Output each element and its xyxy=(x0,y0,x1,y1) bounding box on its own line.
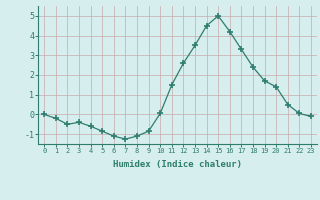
X-axis label: Humidex (Indice chaleur): Humidex (Indice chaleur) xyxy=(113,160,242,169)
